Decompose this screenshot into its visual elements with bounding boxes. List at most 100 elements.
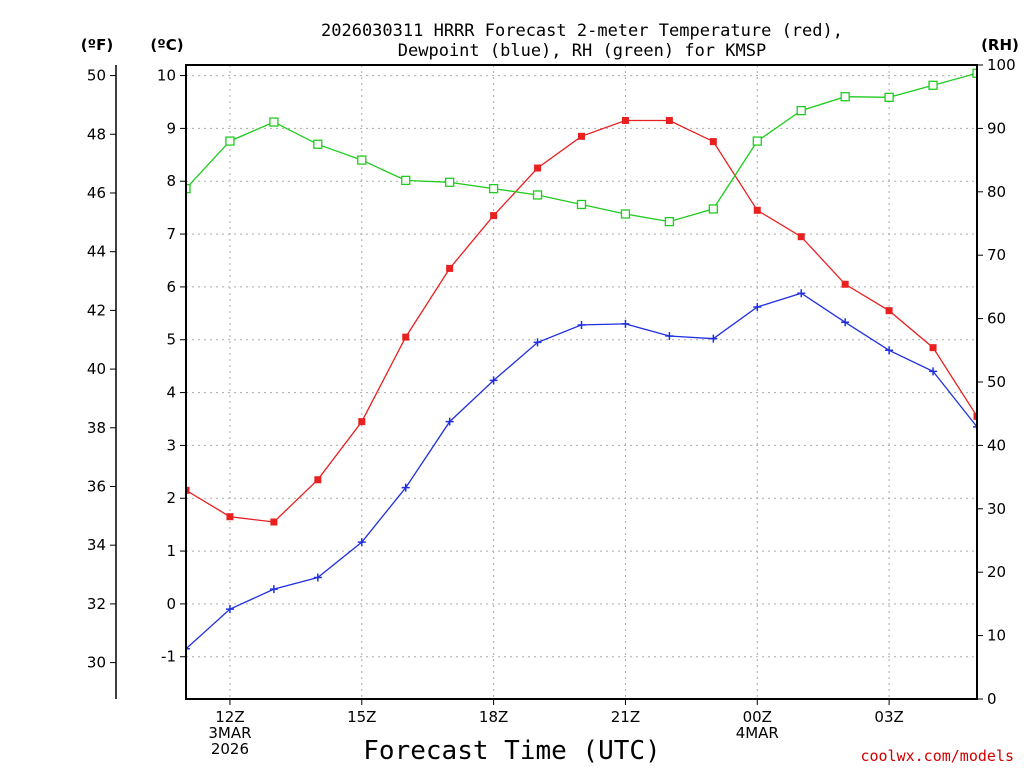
2-meter-temperature-point bbox=[270, 518, 278, 526]
rh-tick-label: 90 bbox=[987, 119, 1006, 137]
2-meter-temperature-point bbox=[665, 116, 673, 124]
x-tick-label: 03Z bbox=[874, 708, 903, 726]
chart-title-line-1: 2026030311 HRRR Forecast 2-meter Tempera… bbox=[321, 21, 843, 41]
rh-point bbox=[708, 204, 718, 214]
fahrenheit-tick-label: 36 bbox=[87, 477, 106, 495]
dewpoint-line bbox=[186, 292, 977, 650]
2-meter-temperature-point bbox=[885, 307, 893, 315]
chart-title-line-2: Dewpoint (blue), RH (green) for KMSP bbox=[398, 41, 766, 61]
dewpoint-point bbox=[225, 605, 234, 614]
x-tick-label: 12Z bbox=[215, 708, 244, 726]
celsius-tick-label: 1 bbox=[166, 542, 176, 560]
2-meter-temperature-point bbox=[186, 486, 190, 494]
rh-point bbox=[620, 209, 631, 219]
rh-point bbox=[401, 175, 411, 186]
rh-unit-label: (RH) bbox=[981, 36, 1019, 54]
fahrenheit-tick-label: 40 bbox=[87, 360, 106, 378]
celsius-tick-label: 4 bbox=[166, 384, 176, 402]
rh-line bbox=[186, 72, 977, 223]
rh-point bbox=[313, 139, 323, 149]
rh-point bbox=[357, 155, 367, 165]
dewpoint-point bbox=[621, 319, 630, 328]
rh-point bbox=[186, 183, 191, 194]
celsius-tick-label: 3 bbox=[166, 436, 176, 454]
rh-point bbox=[664, 216, 675, 227]
gridlines bbox=[186, 65, 977, 699]
axes: -101234567891030323436384042444648500102… bbox=[87, 56, 1016, 758]
2-meter-temperature-point bbox=[358, 418, 366, 426]
fahrenheit-unit-label: (ºF) bbox=[81, 36, 113, 54]
rh-tick-label: 100 bbox=[987, 56, 1016, 74]
celsius-tick-label: 2 bbox=[166, 489, 176, 507]
2-meter-temperature-point bbox=[797, 233, 805, 241]
fahrenheit-tick-label: 44 bbox=[87, 243, 106, 261]
2-meter-temperature-point bbox=[226, 513, 234, 521]
data-series bbox=[186, 68, 977, 653]
2-meter-temperature-point bbox=[929, 344, 937, 352]
x-tick-label: 18Z bbox=[479, 708, 508, 726]
dewpoint-point bbox=[797, 289, 806, 298]
dewpoint-point bbox=[313, 573, 322, 582]
rh-point bbox=[269, 117, 279, 127]
fahrenheit-tick-label: 32 bbox=[87, 595, 106, 613]
dewpoint-point bbox=[186, 644, 190, 653]
rh-point bbox=[796, 105, 806, 116]
2-meter-temperature-point bbox=[753, 206, 761, 214]
x-tick-label: 15Z bbox=[347, 708, 376, 726]
rh-tick-label: 80 bbox=[987, 183, 1006, 201]
x-tick-label: 2026 bbox=[211, 740, 249, 758]
2-meter-temperature-point bbox=[841, 280, 849, 288]
fahrenheit-tick-label: 50 bbox=[87, 67, 106, 85]
dewpoint-point bbox=[489, 376, 498, 385]
dewpoint-point bbox=[269, 585, 278, 594]
rh-series bbox=[186, 68, 977, 227]
rh-tick-label: 30 bbox=[987, 500, 1006, 518]
dewpoint-series bbox=[186, 289, 977, 653]
fahrenheit-tick-label: 30 bbox=[87, 654, 106, 672]
plot-frame bbox=[185, 64, 978, 700]
rh-tick-label: 0 bbox=[987, 690, 997, 708]
dewpoint-point bbox=[577, 320, 586, 329]
dewpoint-point bbox=[401, 483, 410, 492]
celsius-tick-label: 5 bbox=[166, 331, 176, 349]
rh-point bbox=[225, 136, 235, 146]
dewpoint-point bbox=[753, 302, 762, 311]
fahrenheit-tick-label: 42 bbox=[87, 301, 106, 319]
rh-point bbox=[576, 199, 587, 210]
celsius-tick-label: 7 bbox=[166, 225, 176, 243]
celsius-unit-label: (ºC) bbox=[150, 36, 183, 54]
rh-point bbox=[972, 68, 977, 78]
2-meter-temperature-series bbox=[186, 116, 977, 526]
2-meter-temperature-point bbox=[534, 164, 542, 172]
dewpoint-point bbox=[533, 338, 542, 347]
2-meter-temperature-point bbox=[446, 264, 454, 272]
2-meter-temperature-point bbox=[621, 116, 629, 124]
x-tick-label: 21Z bbox=[611, 708, 640, 726]
fahrenheit-tick-label: 38 bbox=[87, 419, 106, 437]
celsius-tick-label: 9 bbox=[166, 119, 176, 137]
celsius-tick-label: -1 bbox=[161, 648, 176, 666]
2-meter-temperature-point bbox=[973, 412, 977, 420]
rh-point bbox=[488, 183, 499, 194]
2-meter-temperature-point bbox=[490, 212, 498, 220]
2-meter-temperature-point bbox=[314, 476, 322, 484]
dewpoint-point bbox=[841, 318, 850, 327]
dewpoint-point bbox=[665, 332, 674, 341]
celsius-tick-label: 8 bbox=[166, 172, 176, 190]
celsius-tick-label: 10 bbox=[157, 67, 176, 85]
fahrenheit-tick-label: 34 bbox=[87, 536, 106, 554]
dewpoint-point bbox=[445, 417, 454, 426]
2-meter-temperature-point bbox=[402, 333, 410, 341]
dewpoint-point bbox=[357, 538, 366, 547]
dewpoint-point bbox=[709, 334, 718, 343]
x-tick-label: 00Z bbox=[743, 708, 772, 726]
rh-tick-label: 40 bbox=[987, 436, 1006, 454]
rh-tick-label: 70 bbox=[987, 246, 1006, 264]
celsius-tick-label: 0 bbox=[166, 595, 176, 613]
rh-tick-label: 10 bbox=[987, 627, 1006, 645]
x-axis-title: Forecast Time (UTC) bbox=[363, 736, 660, 766]
2-meter-temperature-point bbox=[578, 132, 585, 140]
dewpoint-point bbox=[885, 346, 894, 355]
2-meter-temperature-point bbox=[709, 138, 717, 146]
